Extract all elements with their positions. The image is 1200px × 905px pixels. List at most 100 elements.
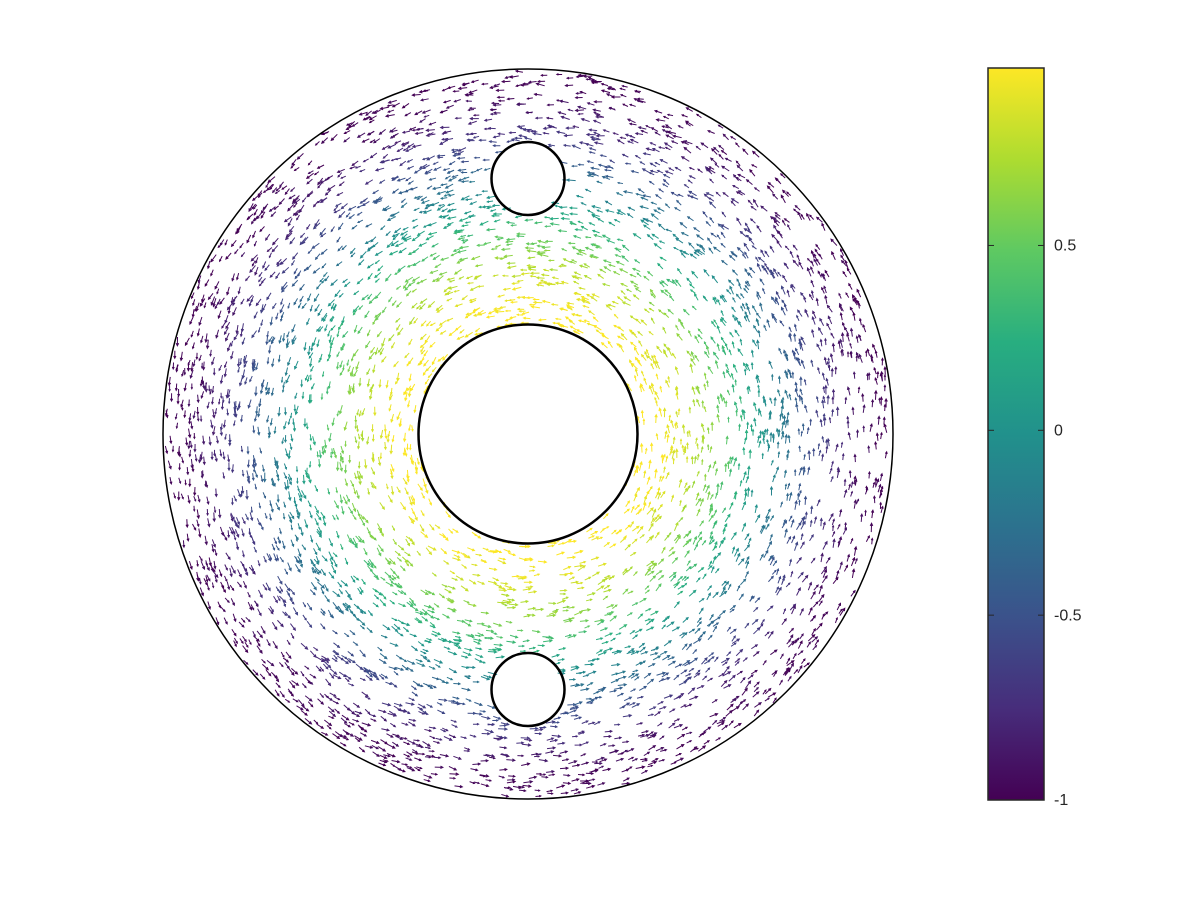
arrow (648, 501, 652, 508)
arrow (521, 762, 531, 766)
arrow (593, 141, 604, 145)
arrow (637, 613, 644, 620)
arrow (565, 76, 574, 80)
arrow (413, 317, 419, 324)
arrow (279, 556, 284, 563)
arrow (835, 406, 840, 416)
arrow (496, 237, 504, 241)
arrow (296, 477, 299, 485)
arrow (794, 397, 798, 405)
arrow (188, 413, 192, 422)
arrow (275, 545, 280, 551)
arrow (677, 125, 684, 129)
arrow (357, 461, 361, 469)
arrow (443, 560, 450, 565)
arrow (821, 453, 825, 462)
arrow (586, 160, 594, 164)
arrow (831, 518, 835, 526)
arrow (824, 384, 828, 395)
arrow (231, 273, 235, 282)
arrow (372, 318, 377, 326)
arrow (183, 368, 187, 376)
arrow (439, 125, 450, 130)
arrow (366, 436, 370, 445)
arrow (695, 437, 698, 444)
arrow (378, 762, 387, 767)
arrow (463, 552, 471, 559)
arrow (201, 435, 206, 446)
arrow (352, 309, 358, 316)
arrow (699, 520, 704, 527)
arrow (704, 659, 711, 665)
arrow (353, 290, 360, 296)
arrow (774, 212, 781, 217)
arrow (365, 675, 373, 681)
vector-field (164, 69, 888, 798)
arrow (220, 401, 224, 411)
arrow (600, 341, 608, 349)
arrow (564, 571, 574, 576)
arrow (361, 138, 370, 143)
arrow (712, 555, 717, 565)
arrow (674, 757, 685, 763)
arrow (231, 296, 236, 307)
arrow (366, 627, 373, 634)
arrow (624, 162, 632, 165)
arrow (439, 196, 448, 200)
arrow (304, 718, 313, 725)
arrow (651, 732, 658, 737)
arrow (475, 653, 484, 658)
arrow (798, 261, 804, 270)
arrow (721, 724, 729, 731)
arrow (726, 651, 732, 657)
arrow (415, 611, 424, 616)
arrow (637, 330, 643, 337)
arrow (654, 531, 660, 539)
arrow (204, 382, 208, 393)
arrow (605, 304, 613, 311)
arrow (838, 535, 843, 546)
arrow (582, 741, 590, 745)
arrow (399, 160, 407, 167)
arrow (716, 343, 720, 352)
arrow (333, 209, 341, 214)
arrow (736, 278, 741, 285)
arrow (595, 134, 605, 138)
arrow (269, 418, 273, 427)
arrow (663, 639, 672, 647)
arrow (750, 669, 758, 675)
arrow (780, 398, 785, 409)
arrow (447, 597, 455, 602)
arrow (523, 580, 533, 584)
arrow (394, 270, 401, 275)
arrow (349, 166, 356, 170)
arrow (510, 138, 520, 142)
arrow (866, 348, 871, 356)
arrow (624, 524, 631, 530)
arrow (675, 279, 682, 287)
arrow (501, 79, 511, 84)
arrow (750, 423, 753, 432)
arrow (332, 447, 336, 456)
arrow (395, 654, 403, 660)
arrow (251, 330, 257, 339)
arrow (220, 392, 223, 399)
arrow (204, 279, 210, 287)
arrow (553, 754, 563, 758)
arrow (629, 341, 637, 348)
arrow (625, 288, 632, 293)
arrow (343, 130, 351, 134)
arrow (678, 680, 688, 686)
arrow (224, 315, 229, 324)
arrow (750, 349, 754, 358)
arrow (585, 142, 594, 147)
arrow (486, 200, 494, 203)
arrow (286, 639, 291, 646)
arrow (204, 480, 207, 488)
arrow (410, 383, 416, 392)
arrow (659, 159, 668, 164)
arrow (883, 374, 887, 381)
arrow (479, 220, 489, 226)
arrow (367, 293, 373, 300)
arrow (392, 741, 400, 747)
